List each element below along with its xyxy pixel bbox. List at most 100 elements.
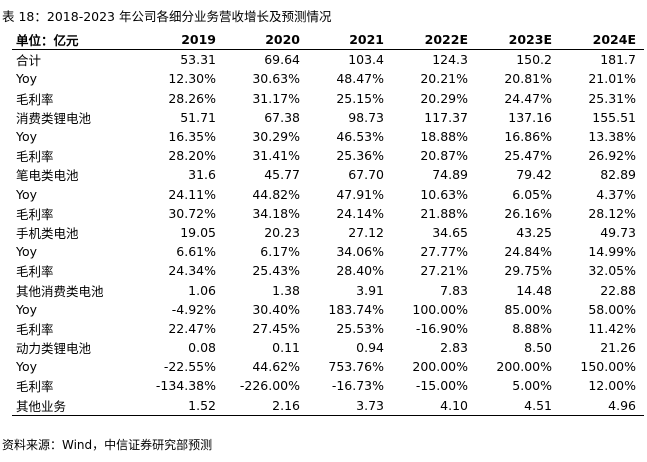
- value-cell: 16.35%: [168, 129, 216, 145]
- header-row: 单位：亿元 2019 2020 2021 2022E 2023E 2024E: [12, 30, 644, 51]
- value-cell: 74.89: [432, 167, 468, 183]
- value-cell: 20.29%: [420, 90, 468, 106]
- header-cell-2019: 2019: [140, 30, 224, 51]
- value-cell: 6.61%: [176, 244, 216, 260]
- value-cell: 79.42: [516, 167, 552, 183]
- value-cell: 26.92%: [588, 148, 636, 164]
- header-cell-2021: 2021: [308, 30, 392, 51]
- value-cell: 48.47%: [336, 71, 384, 87]
- value-cell: 25.43%: [252, 263, 300, 279]
- value-cell: 45.77: [264, 167, 300, 183]
- table-row: 毛利率 28.20% 31.41% 25.36% 20.87% 25.47% 26.92%: [12, 146, 644, 165]
- value-cell: 34.65: [432, 224, 468, 240]
- row-label-cell: Yoy: [16, 301, 38, 317]
- value-cell: 3.73: [308, 395, 392, 416]
- value-cell: 44.62%: [252, 359, 300, 375]
- value-cell: 200.00%: [412, 359, 468, 375]
- value-cell: 8.50: [524, 340, 552, 356]
- table-row: 毛利率 30.72% 34.18% 24.14% 21.88% 26.16% 28.12%: [12, 204, 644, 223]
- value-cell: 1.52: [140, 395, 224, 416]
- table-row: Yoy 24.11% 44.82% 47.91% 10.63% 6.05% 4.37%: [12, 185, 644, 204]
- row-label-cell: 毛利率: [16, 206, 54, 222]
- table-row: 消费类锂电池 51.71 67.38 98.73 117.37 137.16 155.51: [12, 108, 644, 127]
- value-cell: 0.11: [272, 340, 300, 356]
- value-cell: 43.25: [516, 224, 552, 240]
- value-cell: 0.08: [188, 340, 216, 356]
- value-cell: 44.82%: [252, 186, 300, 202]
- value-cell: 3.91: [356, 282, 384, 298]
- value-cell: -4.92%: [171, 301, 216, 317]
- value-cell: 31.41%: [252, 148, 300, 164]
- value-cell: 150.2: [516, 52, 552, 68]
- value-cell: 24.47%: [504, 90, 552, 106]
- table-row: 动力类锂电池 0.08 0.11 0.94 2.83 8.50 21.26: [12, 338, 644, 357]
- value-cell: 29.75%: [504, 263, 552, 279]
- row-label-cell: 毛利率: [16, 379, 54, 395]
- revenue-table: 单位：亿元 2019 2020 2021 2022E 2023E 2024E 合…: [12, 30, 644, 416]
- value-cell: 26.16%: [504, 205, 552, 221]
- value-cell: 753.76%: [328, 359, 384, 375]
- value-cell: 4.96: [560, 395, 644, 416]
- table-row: 手机类电池 19.05 20.23 27.12 34.65 43.25 49.73: [12, 223, 644, 242]
- value-cell: 67.70: [348, 167, 384, 183]
- table-body: 合计 53.31 69.64 103.4 124.3 150.2 181.7 Yoy 12.30…: [12, 50, 644, 416]
- value-cell: -16.90%: [415, 320, 468, 336]
- value-cell: 27.21%: [420, 263, 468, 279]
- row-label-cell: 毛利率: [16, 91, 54, 107]
- value-cell: 30.72%: [168, 205, 216, 221]
- value-cell: 20.81%: [504, 71, 552, 87]
- row-label-cell: 毛利率: [16, 149, 54, 165]
- value-cell: 117.37: [424, 109, 468, 125]
- value-cell: 155.51: [592, 109, 636, 125]
- value-cell: 103.4: [348, 52, 384, 68]
- row-label-cell: 动力类锂电池: [16, 341, 92, 357]
- value-cell: 24.14%: [336, 205, 384, 221]
- value-cell: 11.42%: [588, 320, 636, 336]
- header-cell-unit: 单位：亿元: [12, 30, 140, 51]
- value-cell: 4.51: [476, 395, 560, 416]
- value-cell: 34.06%: [336, 244, 384, 260]
- table-row: 其他业务 1.52 2.16 3.73 4.10 4.51 4.96: [12, 395, 644, 416]
- value-cell: 28.20%: [168, 148, 216, 164]
- value-cell: 28.40%: [336, 263, 384, 279]
- row-label-cell: 毛利率: [16, 264, 54, 280]
- row-label-cell: 手机类电池: [16, 225, 79, 241]
- value-cell: 16.86%: [504, 129, 552, 145]
- value-cell: 24.11%: [168, 186, 216, 202]
- value-cell: 137.16: [508, 109, 552, 125]
- header-cell-2020: 2020: [224, 30, 308, 51]
- value-cell: 8.88%: [512, 320, 552, 336]
- table-row: 合计 53.31 69.64 103.4 124.3 150.2 181.7: [12, 50, 644, 70]
- row-label-cell: 其他业务: [12, 395, 140, 416]
- table-row: 毛利率 24.34% 25.43% 28.40% 27.21% 29.75% 32.05%: [12, 261, 644, 280]
- row-label-cell: Yoy: [16, 186, 38, 202]
- value-cell: 34.18%: [252, 205, 300, 221]
- value-cell: 181.7: [600, 52, 636, 68]
- value-cell: 98.73: [348, 109, 384, 125]
- value-cell: 4.37%: [596, 186, 636, 202]
- value-cell: 31.17%: [252, 90, 300, 106]
- header-cell-2023e: 2023E: [476, 30, 560, 51]
- value-cell: 4.10: [392, 395, 476, 416]
- value-cell: 10.63%: [420, 186, 468, 202]
- value-cell: 20.21%: [420, 71, 468, 87]
- row-label-cell: 其他消费类电池: [16, 283, 104, 299]
- value-cell: 32.05%: [588, 263, 636, 279]
- value-cell: 30.40%: [252, 301, 300, 317]
- value-cell: 1.06: [188, 282, 216, 298]
- row-label-cell: 毛利率: [16, 321, 54, 337]
- value-cell: 200.00%: [496, 359, 552, 375]
- value-cell: 31.6: [188, 167, 216, 183]
- value-cell: 6.05%: [512, 186, 552, 202]
- value-cell: 14.99%: [588, 244, 636, 260]
- table-title: 表 18：2018-2023 年公司各细分业务营收增长及预测情况: [2, 9, 332, 24]
- table-row: Yoy -22.55% 44.62% 753.76% 200.00% 200.00% 150…: [12, 357, 644, 376]
- value-cell: 27.12: [348, 224, 384, 240]
- value-cell: 25.47%: [504, 148, 552, 164]
- table-row: 笔电类电池 31.6 45.77 67.70 74.89 79.42 82.89: [12, 165, 644, 184]
- value-cell: 25.31%: [588, 90, 636, 106]
- row-label-cell: 笔电类电池: [16, 168, 79, 184]
- value-cell: 0.94: [356, 340, 384, 356]
- value-cell: 21.26: [600, 340, 636, 356]
- value-cell: 67.38: [264, 109, 300, 125]
